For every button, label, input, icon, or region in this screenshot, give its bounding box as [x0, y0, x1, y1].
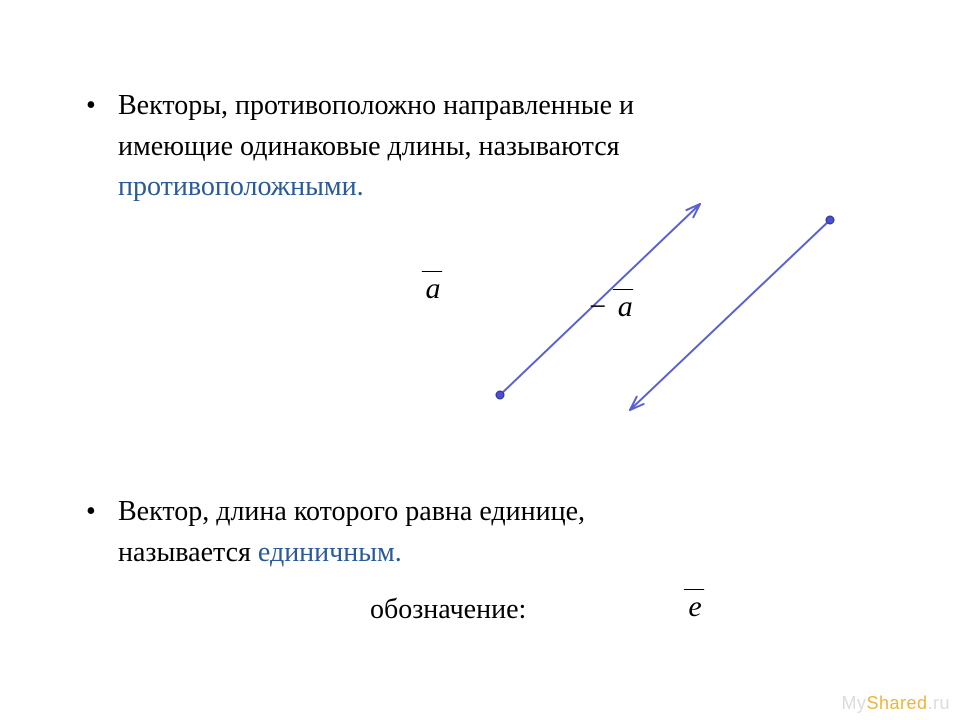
label-vector-minus-a: — − a: [576, 278, 646, 322]
watermark-prefix: My: [841, 693, 866, 713]
para1-term: противоположными.: [118, 171, 364, 202]
label-minus-prefix: −: [589, 290, 606, 323]
para2-term: единичным.: [258, 537, 402, 568]
bullet-marker-icon: •: [86, 492, 96, 533]
slide: • Векторы, противоположно направленные и…: [0, 0, 960, 720]
label-vector-a: — a: [418, 260, 448, 304]
label-vector-e: — e: [680, 578, 710, 622]
notation-line: обозначение:: [370, 590, 890, 631]
vector-diagram: — a — − a: [398, 190, 838, 420]
notation-label: обозначение:: [370, 594, 526, 625]
para2-line1: Вектор, длина которого равна единице,: [118, 496, 585, 527]
bullet-marker-icon: •: [86, 86, 96, 127]
watermark-accent: Shared: [866, 693, 927, 713]
watermark: MyShared.ru: [841, 693, 950, 714]
para1-line1: Векторы, противоположно направленные и: [118, 90, 634, 121]
watermark-suffix: .ru: [927, 693, 950, 713]
label-minus-a-text: a: [618, 290, 633, 323]
para1-line2: имеющие одинаковые длины, называются: [118, 131, 620, 162]
label-a-text: a: [426, 272, 441, 305]
para2-line2a: называется: [118, 537, 258, 568]
label-e-text: e: [688, 590, 701, 623]
bullet-2: • Вектор, длина которого равна единице, …: [118, 492, 888, 573]
